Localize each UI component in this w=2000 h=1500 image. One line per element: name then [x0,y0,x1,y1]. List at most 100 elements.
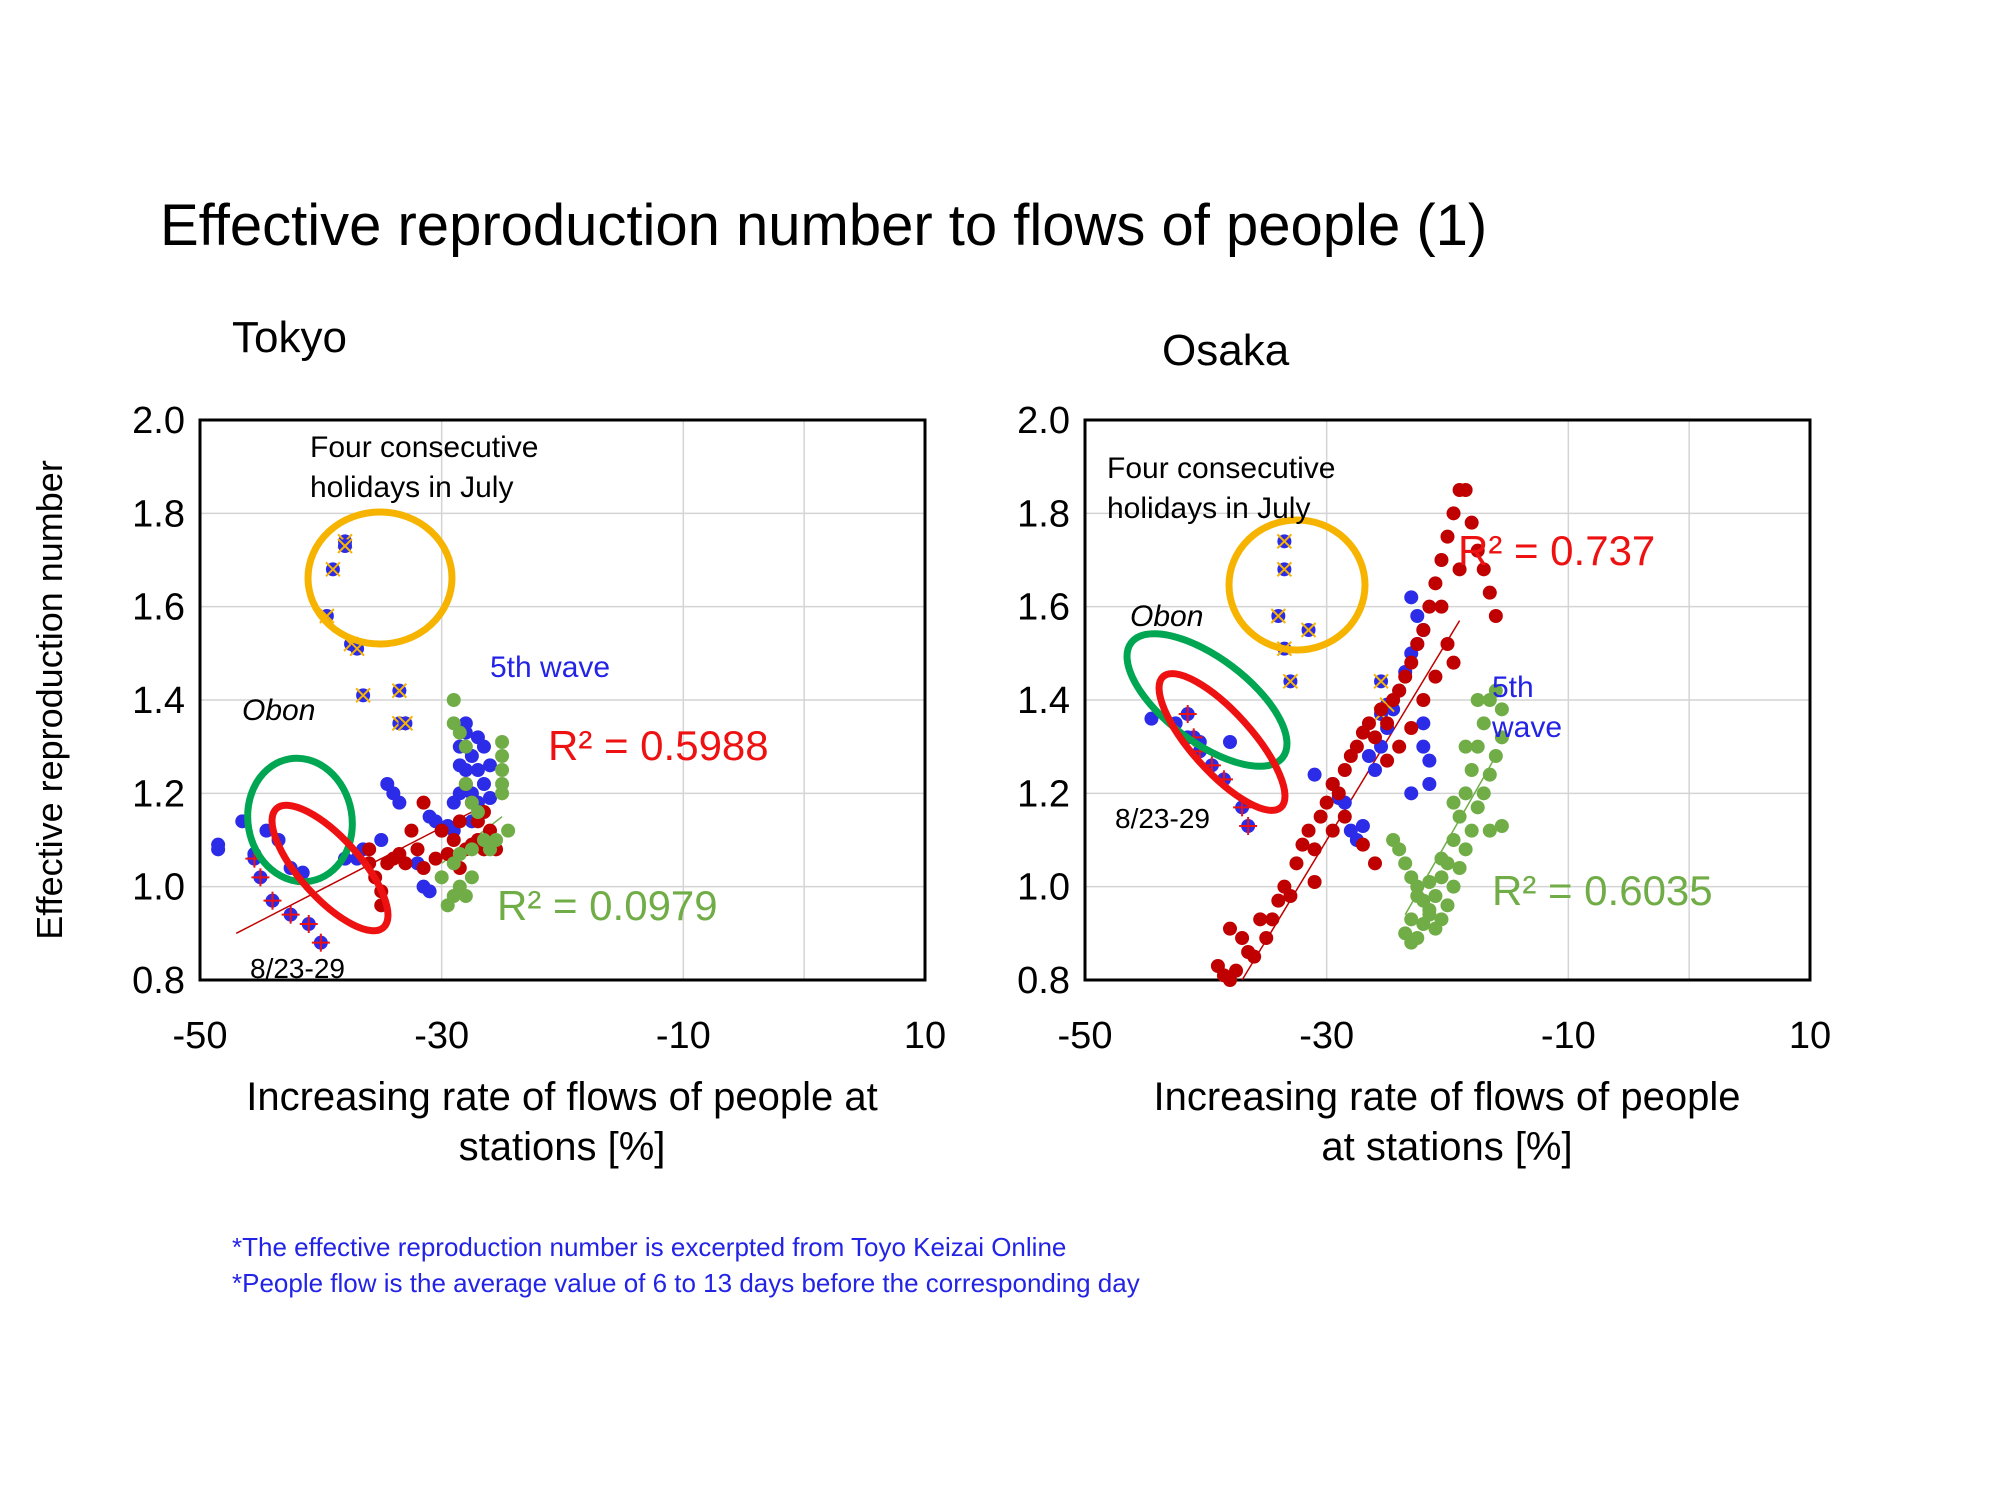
x-tick-label: 10 [904,1015,946,1057]
date-ellipse [268,801,392,935]
green-data-point [1386,833,1401,847]
green-data-point [1470,800,1485,815]
blue-data-point [1410,609,1425,623]
blue-data-point [458,763,473,777]
y-tick-label: 1.6 [1017,587,1070,629]
blue-data-point [470,763,485,777]
green-data-point [1428,889,1443,903]
green-data-point [1398,856,1413,871]
green-data-point [446,693,461,707]
red-data-point [1301,823,1316,838]
blue-data-point-x [355,687,371,704]
green-data-point [1434,870,1449,885]
blue-data-point [374,833,389,847]
blue-data-point-x [1270,608,1287,624]
blue-data-point [1307,767,1322,782]
x-axis-label-line2: stations [%] [459,1125,666,1169]
red-data-point [416,795,431,810]
blue-data-point [1404,590,1419,605]
blue-data-point [392,795,407,810]
annotation-date: 8/23-29 [250,953,345,984]
red-data-point [404,823,419,838]
blue-data-point [1223,735,1237,749]
green-data-point [1458,842,1473,857]
blue-data-point [1361,749,1376,763]
red-data-point [398,856,413,871]
red-data-point [410,842,425,857]
green-data-point [1410,889,1425,903]
red-data-point [1476,562,1491,577]
green-data-point [1476,786,1491,801]
blue-data-point [476,739,491,754]
chart-title: Tokyo [232,313,347,362]
green-data-point [1494,702,1509,717]
green-data-point [1482,767,1497,782]
osaka-chart: Osaka 0.8 1.0 1.2 1.4 1.6 1.8 2.0 -50 -30 -10 10 Inc… [1017,326,1831,1169]
green-data-point [458,739,473,754]
red-data-point [1349,739,1364,754]
y-tick-label: 1.8 [132,493,185,535]
red-data-point [1404,721,1419,735]
green-data-point [1458,739,1473,754]
red-data-point [1398,669,1413,684]
date-ellipse [1155,670,1289,814]
green-data-point [1446,879,1461,894]
green-data-point [434,870,449,885]
green-data-point [495,735,510,749]
green-data-point [1410,931,1425,945]
red-data-point [434,823,449,838]
green-data-point [464,842,479,857]
x-axis-label-line1: Increasing rate of flows of people at [246,1075,877,1119]
red-data-point [1464,515,1479,530]
y-tick-label: 2.0 [1017,400,1070,442]
r-squared-red: R² = 0.737 [1458,527,1655,574]
green-data-point [1428,921,1443,936]
green-data-point [1494,730,1509,745]
red-data-point [1325,823,1340,838]
green-data-point [1422,907,1437,922]
red-data-point [1470,543,1485,558]
green-data-point [1452,861,1467,875]
blue-data-point-x [325,561,341,578]
x-axis-label-line1: Increasing rate of flows of people [1153,1075,1740,1119]
red-data-point [1374,702,1389,717]
green-data-point [1434,851,1449,866]
blue-data-point-plus [299,915,318,933]
green-data-point [1404,912,1419,927]
red-data-point [1295,837,1310,852]
red-data-point [1223,921,1237,936]
green-data-point [464,870,479,885]
red-data-point [446,833,461,847]
red-data-point [1235,931,1250,945]
blue-data-point-x [1276,533,1293,550]
red-data-point [1253,912,1268,927]
blue-data-point [1368,763,1382,777]
slide-title: Effective reproduction number to flows o… [160,193,1487,258]
red-data-point [452,814,467,829]
red-data-point [1416,623,1431,637]
x-tick-label: 10 [1789,1015,1831,1057]
green-data-point [458,777,473,791]
red-data-point [1229,963,1244,978]
blue-data-point-x [1373,673,1389,690]
annotation-5th-wave-line1: 5th [1492,671,1534,704]
blue-data-point-x [1276,561,1293,578]
red-data-point [1446,655,1461,670]
red-data-point [1289,856,1304,871]
blue-data-point-plus [251,868,270,887]
green-data-point [1458,786,1473,801]
green-data-point [1440,898,1455,913]
blue-data-point [1144,711,1159,726]
blue-data-point [1416,739,1431,754]
green-data-point [1488,749,1503,763]
annotation-5th-wave: 5th wave [490,651,610,684]
green-data-point [1488,683,1503,698]
r-squared-green: R² = 0.0979 [497,882,718,929]
annotation-holidays-line2: holidays in July [1107,492,1310,525]
annotation-holidays-line2: holidays in July [310,471,513,504]
y-tick-label: 1.0 [132,867,185,909]
annotation-holidays-line1: Four consecutive [1107,452,1335,485]
y-tick-label: 1.2 [132,773,185,815]
red-data-point [1361,716,1376,731]
blue-data-point-plus [263,891,282,910]
